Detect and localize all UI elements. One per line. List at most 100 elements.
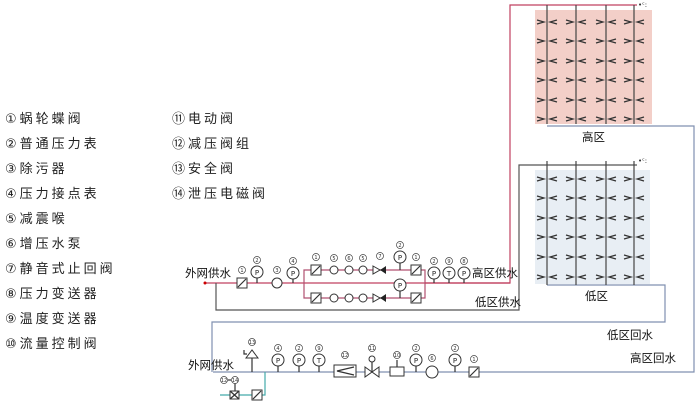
- gauge-letter: P: [398, 254, 402, 262]
- pressure-gauge-icon: [448, 353, 462, 367]
- fixture: [634, 58, 645, 64]
- tag-circle: [274, 344, 282, 352]
- fixture: [565, 254, 576, 260]
- tag-circle: [376, 252, 384, 260]
- fixture: [536, 19, 547, 25]
- flex-joint-icon: [358, 293, 368, 303]
- fixture: [576, 254, 587, 260]
- fixture: [576, 215, 587, 221]
- tag-circle: [393, 351, 401, 359]
- tag-circle: [470, 355, 478, 363]
- tag-circle: [289, 257, 297, 265]
- fixture: [565, 38, 576, 44]
- fixture: [536, 274, 547, 280]
- fixture: [623, 19, 634, 25]
- check-valve-icon: [380, 294, 386, 302]
- fixture: [576, 116, 587, 122]
- vent-icon: •ᶜ:: [638, 1, 647, 9]
- tag-number: 10: [394, 353, 400, 359]
- fixture: [606, 116, 617, 122]
- fixture: [634, 38, 645, 44]
- fixture: [634, 215, 645, 221]
- tag-number: 2: [255, 258, 258, 264]
- tag-circle: [396, 241, 404, 249]
- fixture: [623, 274, 634, 280]
- fixture: [606, 254, 617, 260]
- fixture: [634, 195, 645, 201]
- tag-number: 1: [472, 357, 475, 363]
- legend-item: ⑦静音式止回阀: [5, 262, 116, 277]
- tag-number: 5: [332, 256, 335, 262]
- legend-item: ⑩流量控制阀: [5, 337, 100, 352]
- fixture: [634, 116, 645, 122]
- fixture: [536, 254, 547, 260]
- fixture: [595, 77, 606, 83]
- high-supply-label: 高区供水: [472, 266, 518, 280]
- tag-number: 6: [347, 256, 350, 262]
- legend-item: ⑫减压阀组: [172, 137, 253, 152]
- valve-stem: [311, 265, 321, 275]
- pump-branches: [303, 269, 426, 299]
- pressure-gauge-icon: [271, 353, 285, 367]
- fixture: [576, 58, 587, 64]
- inlet-dot: [203, 281, 207, 285]
- fixture: [547, 215, 558, 221]
- fixture: [536, 97, 547, 103]
- fixture: [634, 234, 645, 240]
- fixture: [547, 195, 558, 201]
- fixture: [547, 254, 558, 260]
- fixture: [576, 274, 587, 280]
- pressure-gauge-icon: [409, 353, 423, 367]
- gauge-letter: P: [414, 357, 418, 365]
- fixture: [623, 176, 634, 182]
- electric-valve-icon: [371, 366, 380, 378]
- fixture: [547, 116, 558, 122]
- pressure-gauge-icon: [393, 278, 407, 292]
- fixture: [547, 19, 558, 25]
- gauge-letter: P: [291, 270, 295, 278]
- high-return-label: 高区回水: [630, 351, 676, 365]
- fixture: [595, 97, 606, 103]
- tag-circle: [295, 344, 303, 352]
- fixture: [536, 234, 547, 240]
- low-zone-area: [535, 170, 650, 284]
- fixture: [565, 58, 576, 64]
- low-return-pipe: [211, 284, 666, 372]
- pressure-gauge-icon: [393, 250, 407, 264]
- tag-circle: [312, 253, 320, 261]
- fixture: [576, 38, 587, 44]
- fixture: [576, 19, 587, 25]
- fixture: [576, 234, 587, 240]
- high-zone-area: [535, 10, 652, 124]
- legend-item: ⑤减震喉: [5, 212, 68, 227]
- pressure-gauge-icon: [427, 266, 441, 280]
- low-supply-pipe: [215, 164, 637, 311]
- tag-circle: [430, 257, 438, 265]
- fixture: [576, 195, 587, 201]
- actuator-icon: [368, 355, 376, 363]
- tag-circle: [428, 354, 436, 362]
- gauge-letter: P: [453, 357, 457, 365]
- legend-item: ⑥增压水泵: [5, 237, 84, 252]
- fixture: [547, 97, 558, 103]
- fixture: [623, 215, 634, 221]
- tag-number: 2: [432, 259, 435, 265]
- pump-icon: [344, 293, 354, 303]
- fixture: [536, 215, 547, 221]
- fixture: [634, 274, 645, 280]
- fixture: [595, 38, 606, 44]
- flex-joint-icon: [329, 265, 339, 275]
- fixture: [606, 274, 617, 280]
- tag-number: 8: [462, 259, 465, 265]
- tag-number: 1: [240, 268, 243, 274]
- fixture: [576, 97, 587, 103]
- tag-circle: [248, 338, 256, 346]
- legend-item: ⑭泄压电磁阀: [172, 187, 269, 202]
- tag-number: 14: [232, 378, 238, 384]
- safety-valve-icon: [245, 349, 259, 359]
- fixture: [595, 176, 606, 182]
- fixture: [565, 97, 576, 103]
- fixture: [547, 274, 558, 280]
- tag-circle: [238, 266, 246, 274]
- tag-circle: [412, 253, 420, 261]
